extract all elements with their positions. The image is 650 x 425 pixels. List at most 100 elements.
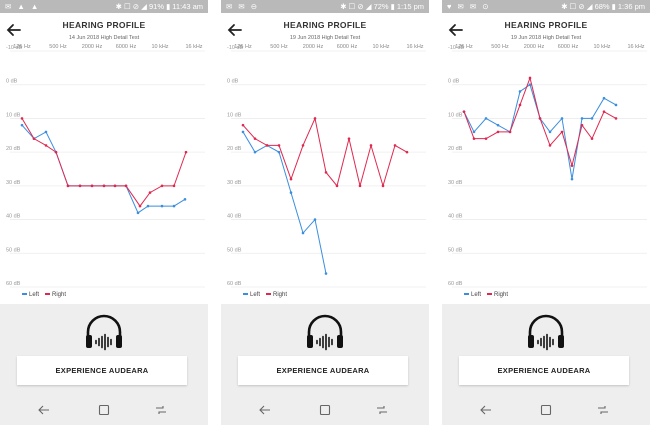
nav-recents-icon[interactable] (375, 403, 389, 417)
back-arrow-icon[interactable] (448, 23, 464, 37)
data-point-left (172, 204, 176, 208)
y-tick-label: 0 dB (227, 79, 239, 85)
data-point-right (347, 137, 351, 140)
y-tick-label: -10 dB (227, 45, 244, 51)
test-subtitle: 19 Jun 2018 High Detail Test (510, 35, 582, 41)
phone-screen: ♥ ✉ ✉ ⊙ ✱ ☐ ⊘ ◢ 68% ▮ 1:36 pm HEARING PROF… (442, 0, 650, 425)
phone-screen: ✉ ▲ ▲ ✱ ☐ ⊘ ◢ 91% ▮ 11:43 am HEARING PROFI… (0, 0, 208, 425)
back-arrow-icon[interactable] (227, 23, 243, 37)
chart-legend: Left Right (22, 292, 72, 298)
data-point-right (548, 144, 552, 147)
data-point-right (324, 171, 328, 174)
data-point-right (313, 117, 317, 120)
nav-back-icon[interactable] (37, 403, 51, 417)
data-point-left (253, 150, 257, 154)
data-point-right (184, 150, 188, 154)
y-tick-label: 40 dB (6, 214, 21, 220)
frequency-label: 125 Hz (234, 44, 252, 50)
headphones-icon (525, 312, 567, 356)
legend-swatch (243, 293, 248, 296)
status-indicators: ✱ ☐ ⊘ ◢ 72% ▮ 1:15 pm (340, 2, 424, 11)
data-point-right (614, 117, 618, 120)
y-tick-label: 40 dB (227, 214, 242, 220)
data-point-right (172, 184, 176, 188)
frequency-label: 500 Hz (270, 44, 288, 50)
frequency-label: 2000 Hz (82, 44, 103, 50)
y-tick-label: 30 dB (6, 180, 21, 186)
data-point-right (528, 76, 532, 80)
back-arrow-icon[interactable] (6, 23, 22, 37)
data-point-right (54, 150, 58, 154)
legend-label: Right (52, 292, 67, 298)
legend-left: Left (464, 292, 481, 298)
legend-label: Left (250, 292, 261, 298)
notification-icons: ♥ ✉ ✉ ⊙ (447, 2, 491, 11)
data-point-right (381, 184, 385, 188)
data-point-left (548, 130, 552, 134)
data-point-left (160, 204, 164, 208)
legend-label: Right (273, 292, 288, 298)
y-tick-label: 20 dB (6, 146, 21, 152)
y-tick-label: 30 dB (227, 180, 242, 186)
y-tick-label: 10 dB (6, 112, 21, 118)
y-tick-label: 60 dB (448, 281, 463, 287)
status-indicators: ✱ ☐ ⊘ ◢ 91% ▮ 11:43 am (115, 2, 203, 11)
frequency-label: 16 kHz (185, 44, 202, 50)
data-point-left (560, 117, 564, 120)
app-bar: HEARING PROFILE 19 Jun 2018 High Detail T… (221, 13, 429, 43)
legend-swatch (487, 293, 493, 296)
legend-right: Right (487, 292, 508, 298)
data-point-right (113, 184, 117, 188)
data-point-right (518, 103, 522, 107)
nav-home-icon[interactable] (318, 403, 332, 417)
frequency-label: 500 Hz (49, 44, 67, 50)
data-point-right (560, 130, 564, 134)
headphones-icon (304, 312, 346, 356)
data-point-right (538, 117, 542, 120)
data-point-right (241, 123, 245, 127)
legend-label: Left (29, 292, 40, 298)
bottom-panel: EXPERIENCE AUDEARA (442, 304, 650, 425)
data-point-right (44, 144, 48, 147)
page-title: HEARING PROFILE (504, 20, 588, 30)
data-point-left (472, 130, 476, 134)
data-point-right (335, 184, 339, 188)
data-point-right (289, 177, 293, 181)
data-point-left (289, 191, 293, 194)
frequency-label: 6000 Hz (337, 44, 358, 50)
nav-back-icon[interactable] (258, 403, 272, 417)
frequency-label: 125 Hz (455, 44, 473, 50)
chart-legend: Left Right (464, 292, 514, 298)
legend-label: Left (471, 292, 482, 298)
bottom-panel: EXPERIENCE AUDEARA (0, 304, 208, 425)
data-point-left (241, 130, 245, 134)
data-point-left (146, 204, 150, 208)
data-point-right (508, 130, 512, 134)
data-point-right (496, 130, 500, 134)
experience-audeara-button[interactable]: EXPERIENCE AUDEARA (17, 356, 187, 385)
nav-home-icon[interactable] (539, 403, 553, 417)
legend-swatch (22, 293, 27, 296)
experience-audeara-button[interactable]: EXPERIENCE AUDEARA (238, 356, 408, 385)
nav-recents-icon[interactable] (596, 403, 610, 417)
series-line-left (242, 131, 327, 274)
chart-legend: Left Right (243, 292, 293, 298)
y-tick-label: 30 dB (448, 180, 463, 186)
frequency-label: 16 kHz (406, 44, 423, 50)
data-point-left (136, 211, 140, 215)
y-tick-label: 50 dB (6, 247, 21, 253)
data-point-right (602, 110, 606, 113)
phone-screen: ✉ ✉ ⊖ ✱ ☐ ⊘ ◢ 72% ▮ 1:15 pm HEARING PROFIL… (221, 0, 429, 425)
y-tick-label: 60 dB (6, 281, 21, 287)
nav-recents-icon[interactable] (154, 403, 168, 417)
data-point-left (44, 130, 48, 134)
notification-icons: ✉ ✉ ⊖ (226, 2, 260, 11)
experience-audeara-button[interactable]: EXPERIENCE AUDEARA (459, 356, 629, 385)
data-point-right (358, 184, 362, 188)
nav-back-icon[interactable] (479, 403, 493, 417)
data-point-left (590, 117, 594, 120)
data-point-right (78, 184, 82, 188)
headphones-icon (83, 312, 125, 356)
data-point-right (301, 144, 305, 147)
nav-home-icon[interactable] (97, 403, 111, 417)
